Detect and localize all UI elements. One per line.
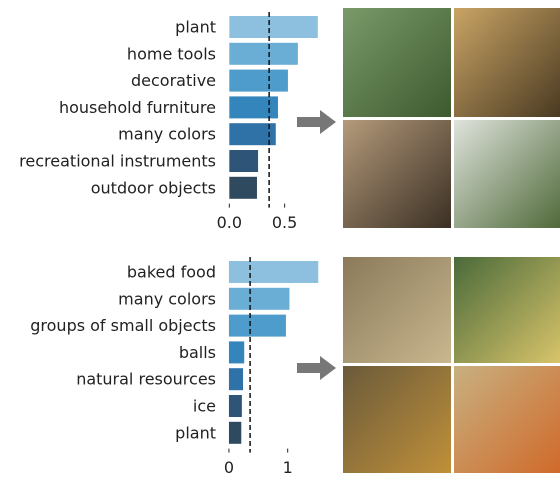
category-label: recreational instruments (19, 152, 216, 171)
bar (228, 421, 242, 444)
x-tick-label: 0 (224, 458, 234, 473)
category-label: outdoor objects (91, 178, 216, 197)
bar (229, 123, 276, 146)
arrow (297, 356, 336, 380)
category-label: baked food (127, 263, 216, 282)
category-label: home tools (127, 44, 216, 63)
arrow (297, 110, 336, 134)
image-grid (343, 8, 560, 473)
bar (228, 341, 245, 364)
image (343, 8, 451, 117)
bar (229, 69, 288, 92)
category-label: many colors (118, 289, 216, 308)
category-label: natural resources (76, 370, 216, 389)
x-tick-label: 0.5 (272, 213, 297, 232)
image (343, 366, 451, 473)
bar (229, 16, 318, 38)
image (454, 257, 560, 363)
category-label: groups of small objects (30, 316, 216, 335)
category-label: many colors (118, 125, 216, 144)
bar (229, 96, 278, 119)
category-label: plant (175, 423, 216, 442)
x-tick-label: 0.0 (217, 213, 242, 232)
x-tick-label: 1 (283, 458, 293, 473)
category-label: plant (175, 18, 216, 37)
category-label: ice (193, 397, 216, 416)
bar (229, 42, 298, 65)
category-label: household furniture (59, 98, 216, 117)
image (343, 120, 451, 228)
category-label: balls (179, 343, 216, 362)
bar (228, 261, 319, 283)
bar (229, 176, 257, 199)
bar (228, 314, 286, 337)
image (454, 8, 560, 117)
image (454, 120, 560, 228)
bar (228, 395, 242, 417)
image (343, 257, 451, 363)
image (454, 366, 560, 473)
bar (229, 150, 259, 172)
category-label: decorative (131, 71, 216, 90)
bar (228, 287, 290, 310)
bar (228, 368, 244, 391)
